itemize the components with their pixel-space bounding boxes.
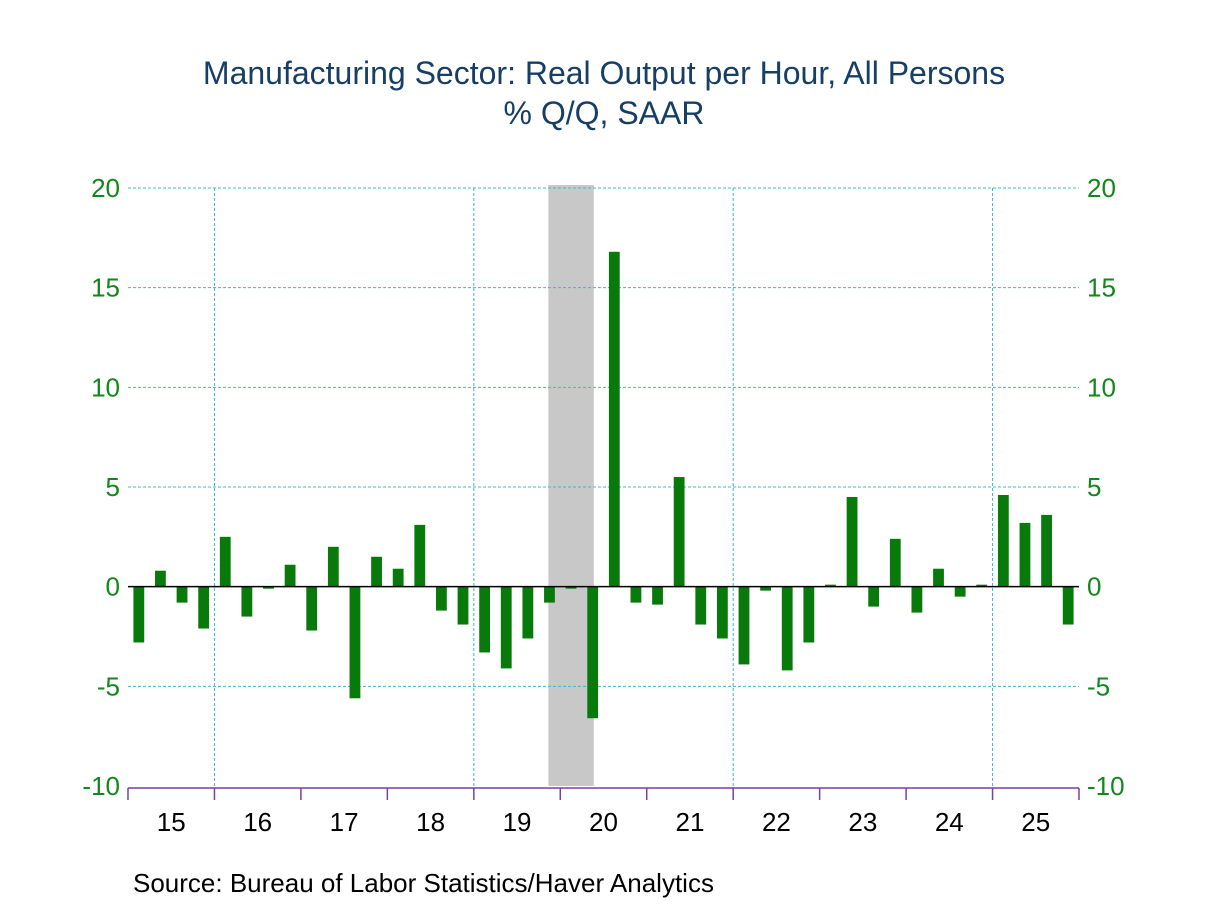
bar-2023Q2 xyxy=(846,496,858,587)
bar-2023Q1 xyxy=(825,584,836,587)
bar-2015Q1 xyxy=(133,586,145,643)
bar-2024Q2 xyxy=(933,568,944,587)
bar-2018Q4 xyxy=(457,586,469,625)
bar-2018Q3 xyxy=(435,586,447,611)
y-tick-label-right: -5 xyxy=(1087,671,1110,701)
y-tick-label-right: 5 xyxy=(1087,472,1101,502)
x-tick-label: 15 xyxy=(157,807,186,837)
bar-2016Q2 xyxy=(241,586,253,617)
x-tick-label: 20 xyxy=(589,807,618,837)
bar-2023Q4 xyxy=(889,538,901,587)
bar-2019Q3 xyxy=(522,586,534,639)
y-tick-label-left: 5 xyxy=(106,472,120,502)
bar-2018Q2 xyxy=(414,524,426,587)
y-tick-label-right: 15 xyxy=(1087,273,1116,303)
y-tick-label-left: 0 xyxy=(106,572,120,602)
bar-2023Q3 xyxy=(868,586,880,607)
bar-2024Q3 xyxy=(954,586,966,597)
bar-2021Q1 xyxy=(652,586,663,605)
x-tick-label: 25 xyxy=(1021,807,1050,837)
bar-2017Q4 xyxy=(371,556,382,587)
bar-2022Q2 xyxy=(760,586,772,591)
y-tick-label-left: 15 xyxy=(91,273,120,303)
bar-2024Q1 xyxy=(911,586,923,613)
y-tick-label-left: -5 xyxy=(97,671,120,701)
bar-2016Q1 xyxy=(219,536,231,587)
bar-2016Q3 xyxy=(263,586,274,589)
source-note: Source: Bureau of Labor Statistics/Haver… xyxy=(133,868,714,898)
bar-2020Q1 xyxy=(565,586,577,589)
x-tick-label: 22 xyxy=(762,807,791,837)
bar-2017Q3 xyxy=(349,586,361,699)
bar-2020Q4 xyxy=(630,586,642,603)
chart-title: Manufacturing Sector: Real Output per Ho… xyxy=(202,55,1006,91)
bar-2020Q2 xyxy=(587,586,599,719)
bar-2025Q4 xyxy=(1062,586,1074,625)
bar-2025Q2 xyxy=(1019,522,1031,587)
bar-2024Q4 xyxy=(976,584,988,587)
bar-2021Q2 xyxy=(673,477,685,587)
bar-2015Q2 xyxy=(155,570,166,587)
y-tick-label-right: 10 xyxy=(1087,372,1116,402)
bar-2017Q1 xyxy=(306,586,318,631)
bar-2022Q3 xyxy=(781,586,793,671)
y-tick-label-left: 20 xyxy=(91,173,120,203)
y-tick-label-right: 20 xyxy=(1087,173,1116,203)
y-tick-label-right: 0 xyxy=(1087,572,1101,602)
y-tick-label-left: 10 xyxy=(91,372,120,402)
x-tick-label: 19 xyxy=(503,807,532,837)
x-tick-label: 24 xyxy=(935,807,964,837)
bar-2017Q2 xyxy=(327,546,339,587)
bar-2015Q3 xyxy=(176,586,188,603)
x-tick-label: 23 xyxy=(848,807,877,837)
bar-2019Q2 xyxy=(500,586,512,669)
x-tick-label: 17 xyxy=(330,807,359,837)
bar-2018Q1 xyxy=(392,568,404,587)
bar-2019Q1 xyxy=(479,586,491,653)
bar-2016Q4 xyxy=(284,564,296,587)
bar-2025Q3 xyxy=(1041,514,1052,587)
bar-2019Q4 xyxy=(544,586,555,603)
x-tick-label: 21 xyxy=(675,807,704,837)
x-tick-label: 18 xyxy=(416,807,445,837)
chart-subtitle: % Q/Q, SAAR xyxy=(503,95,705,131)
y-tick-label-left: -10 xyxy=(82,771,120,801)
bar-2022Q1 xyxy=(738,586,750,665)
recession-shading xyxy=(548,185,594,786)
bar-2021Q4 xyxy=(716,586,728,639)
bar-2020Q3 xyxy=(608,251,620,587)
bar-2021Q3 xyxy=(695,586,707,625)
x-tick-label: 16 xyxy=(243,807,272,837)
bar-2015Q4 xyxy=(198,586,210,629)
bar-2025Q1 xyxy=(997,494,1009,587)
bar-2022Q4 xyxy=(803,586,815,643)
y-tick-label-right: -10 xyxy=(1087,771,1125,801)
